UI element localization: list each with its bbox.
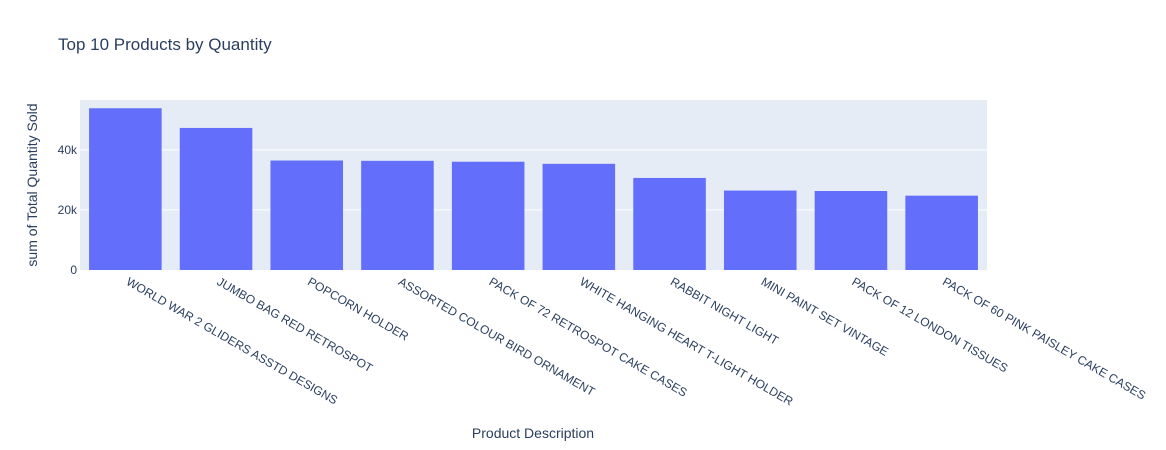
bar[interactable] [542, 163, 616, 270]
y-axis-ticks: 0 20k 40k [58, 143, 78, 277]
bar[interactable] [814, 191, 888, 270]
bar[interactable] [723, 190, 797, 270]
x-tick-label: ASSORTED COLOUR BIRD ORNAMENT [396, 274, 598, 399]
bar[interactable] [633, 177, 706, 270]
chart-title: Top 10 Products by Quantity [58, 35, 272, 54]
y-tick-label: 20k [58, 203, 78, 217]
bars [89, 108, 978, 270]
y-tick-label: 40k [58, 143, 78, 157]
y-tick-label: 0 [70, 263, 77, 277]
bar[interactable] [89, 108, 162, 270]
x-tick-label: PACK OF 60 PINK PAISLEY CAKE CASES [940, 274, 1148, 402]
x-tick-label: PACK OF 12 LONDON TISSUES [849, 274, 1010, 375]
y-axis-title: sum of Total Quantity Sold [24, 103, 40, 266]
x-axis-title: Product Description [472, 425, 594, 441]
bar[interactable] [451, 161, 525, 270]
x-tick-label: JUMBO BAG RED RETROSPOT [215, 274, 376, 375]
bar[interactable] [361, 160, 434, 270]
bar[interactable] [179, 127, 253, 270]
bar[interactable] [270, 160, 344, 270]
bar[interactable] [905, 195, 978, 270]
